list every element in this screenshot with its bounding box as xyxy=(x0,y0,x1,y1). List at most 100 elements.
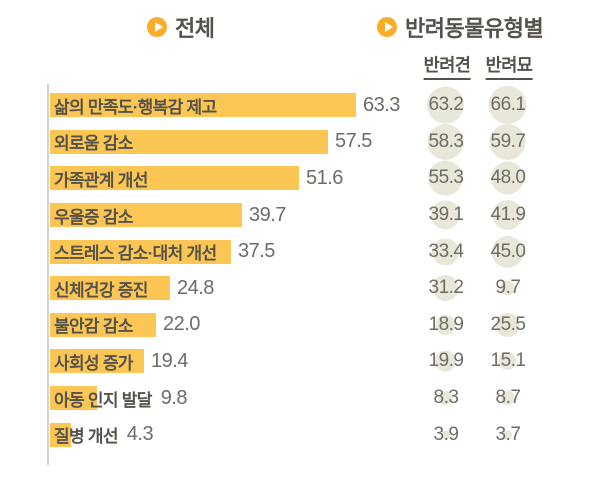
cat-bubble xyxy=(503,430,513,440)
total-value: 51.6 xyxy=(306,166,343,189)
dog-value: 39.1 xyxy=(428,204,464,226)
cat-bubble xyxy=(491,235,524,268)
cat-bubble-cell: 41.9 xyxy=(490,200,526,231)
dog-bubble-cell: 18.9 xyxy=(429,314,464,336)
bar-cell: 가족관계 개선 xyxy=(50,166,299,191)
y-axis-line xyxy=(47,84,49,465)
chart-row: 아동 인지 발달 9.8 8.3 8.7 xyxy=(50,380,595,417)
dog-bubble-cell: 58.3 xyxy=(427,123,464,160)
cat-value: 9.7 xyxy=(495,277,521,299)
chart-row: 사회성 증가 19.4 19.9 15.1 xyxy=(50,343,595,380)
chart-row: 우울증 감소 39.7 39.1 41.9 xyxy=(50,197,595,234)
cat-value: 48.0 xyxy=(490,167,526,189)
bar-cell: 스트레스 감소·대처 개선 xyxy=(50,239,231,264)
section-title-by-type: 반려동물유형별 xyxy=(405,16,544,41)
bar-label: 외로움 감소 xyxy=(54,134,133,154)
dog-bubble-cell: 63.2 xyxy=(427,86,465,124)
cat-value: 3.7 xyxy=(495,423,521,445)
cat-bubble-cell: 9.7 xyxy=(496,277,521,299)
dog-value: 33.4 xyxy=(428,240,464,262)
chart-row: 스트레스 감소·대처 개선 37.5 33.4 45.0 xyxy=(50,233,595,270)
cat-bubble-cell: 59.7 xyxy=(489,123,526,160)
bar xyxy=(50,129,328,154)
cat-value: 8.7 xyxy=(495,387,521,409)
cat-value: 15.1 xyxy=(490,350,526,372)
cat-bubble-cell: 48.0 xyxy=(490,161,526,195)
bar-cell: 사회성 증가 xyxy=(50,349,144,374)
dog-bubble-cell: 31.2 xyxy=(428,275,464,302)
bar-label: 가족관계 개선 xyxy=(54,170,148,190)
bar xyxy=(50,166,299,191)
dog-value: 55.3 xyxy=(428,167,464,189)
section-title-total: 전체 xyxy=(175,16,215,41)
dog-bubble-cell: 39.1 xyxy=(428,200,464,230)
dog-bubble-cell: 8.3 xyxy=(434,387,459,409)
dog-bubble xyxy=(441,430,451,440)
total-value: 63.3 xyxy=(363,93,400,116)
play-icon xyxy=(377,17,397,37)
bar-label: 아동 인지 발달 xyxy=(54,390,152,410)
cat-bubble-cell: 8.7 xyxy=(496,387,521,409)
dog-value: 18.9 xyxy=(428,313,464,335)
cat-bubble xyxy=(495,312,520,337)
cat-bubble xyxy=(491,161,525,195)
cat-bubble-cell: 15.1 xyxy=(491,350,526,372)
bar-label: 질병 개선 xyxy=(54,427,118,447)
cat-bubble-cell: 25.5 xyxy=(490,312,526,337)
dog-value: 58.3 xyxy=(428,130,464,152)
bar xyxy=(50,349,144,374)
bar-cell: 우울증 감소 xyxy=(50,203,242,228)
bar-label: 신체건강 증진 xyxy=(54,280,148,300)
cat-value: 45.0 xyxy=(490,240,526,262)
dog-bubble xyxy=(435,314,456,335)
section-header-by-type: 반려동물유형별 xyxy=(377,11,544,43)
total-value: 9.8 xyxy=(160,386,188,409)
cat-value: 59.7 xyxy=(490,130,526,152)
dog-value: 31.2 xyxy=(428,277,464,299)
cat-bubble-cell: 3.7 xyxy=(496,424,521,446)
col-header-cat: 반려묘 xyxy=(485,52,533,80)
chart-row: 질병 개선 4.3 3.9 3.7 xyxy=(50,416,595,453)
dog-bubble xyxy=(432,275,459,302)
total-value: 24.8 xyxy=(177,276,214,299)
dog-bubble xyxy=(427,86,465,124)
bar-label: 불안감 감소 xyxy=(54,317,133,337)
cat-bubble xyxy=(488,86,527,125)
col-header-dog: 반려견 xyxy=(423,52,471,80)
chart-row: 외로움 감소 57.5 58.3 59.7 xyxy=(50,123,595,161)
cat-value: 25.5 xyxy=(490,313,526,335)
bar xyxy=(50,239,231,264)
dog-value: 63.2 xyxy=(428,94,464,116)
bar-cell: 신체건강 증진 xyxy=(50,276,170,301)
bar-cell: 불안감 감소 xyxy=(50,312,156,337)
play-icon xyxy=(147,17,167,37)
dog-bubble-cell: 55.3 xyxy=(428,160,464,196)
bar-cell: 아동 인지 발달 xyxy=(50,386,154,411)
section-header-total: 전체 xyxy=(147,11,215,43)
dog-bubble-cell: 3.9 xyxy=(434,424,459,446)
bar-cell: 질병 개선 xyxy=(50,422,120,447)
cat-bubble xyxy=(500,391,515,406)
dog-bubble xyxy=(431,200,461,230)
bar-label: 사회성 증가 xyxy=(54,353,133,373)
cat-bubble xyxy=(489,123,526,160)
bar-label: 우울증 감소 xyxy=(54,207,133,227)
bar xyxy=(50,203,242,228)
dog-bubble xyxy=(427,123,464,160)
cat-bubble xyxy=(492,200,523,231)
bar xyxy=(50,422,71,447)
cat-bubble xyxy=(500,280,516,296)
chart-row: 불안감 감소 22.0 18.9 25.5 xyxy=(50,307,595,344)
cat-value: 66.1 xyxy=(490,94,526,116)
bar xyxy=(50,276,170,301)
bar xyxy=(50,386,97,411)
cat-bubble-cell: 45.0 xyxy=(490,235,526,268)
total-value: 4.3 xyxy=(126,423,154,446)
bar-cell: 삶의 만족도·행복감 제고 xyxy=(50,93,356,118)
total-value: 39.7 xyxy=(249,203,286,226)
bar-cell: 외로움 감소 xyxy=(50,129,328,154)
cat-value: 41.9 xyxy=(490,204,526,226)
bar xyxy=(50,93,356,118)
chart-row: 삶의 만족도·행복감 제고 63.3 63.2 66.1 xyxy=(50,86,595,125)
dog-bubble-cell: 19.9 xyxy=(429,350,464,372)
